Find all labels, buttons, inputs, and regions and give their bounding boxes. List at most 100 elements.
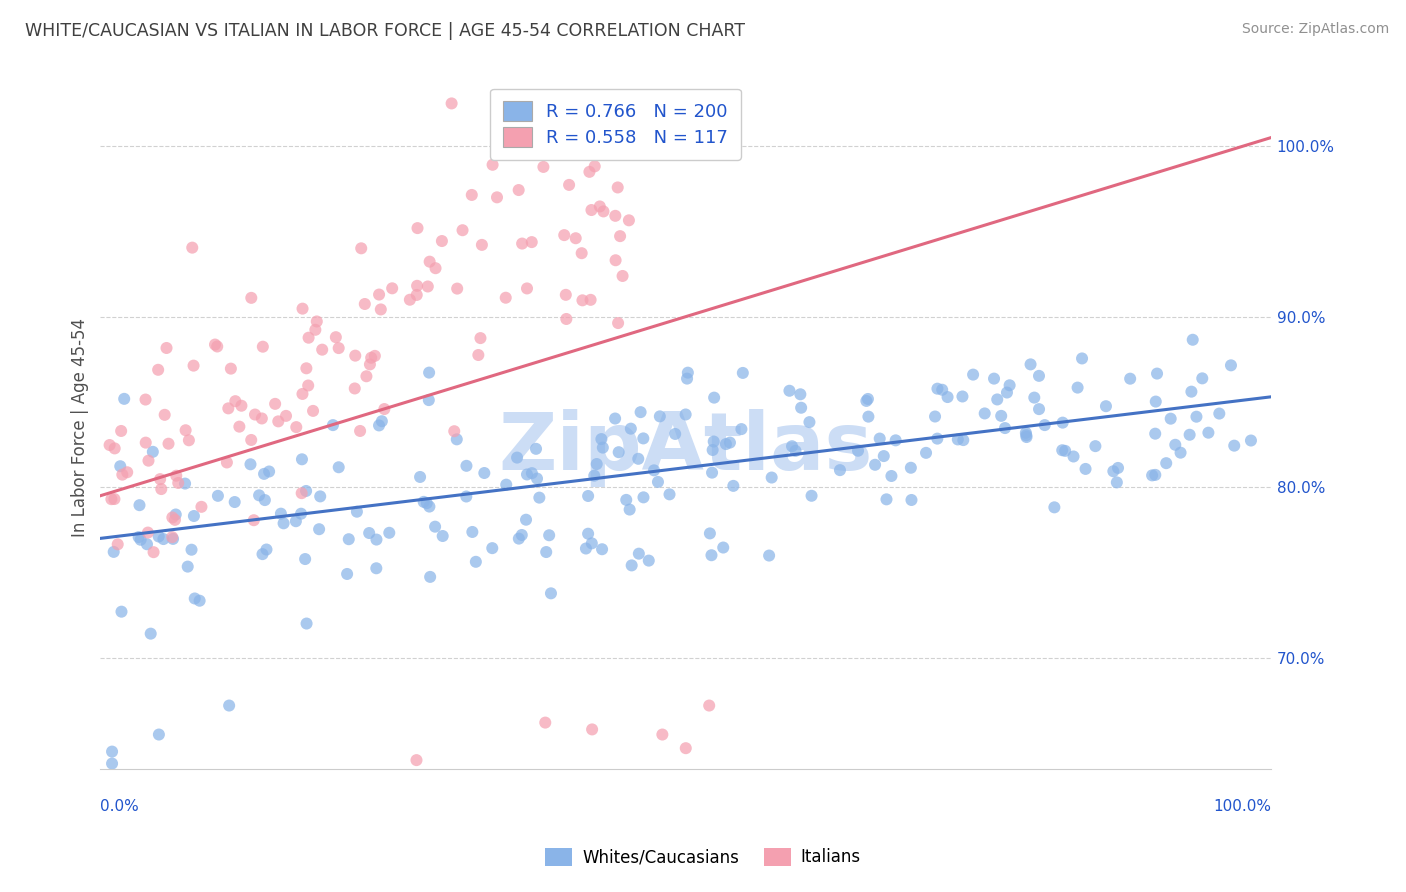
- Point: [785, 443, 807, 458]
- Point: [328, 460, 350, 475]
- Point: [973, 406, 995, 420]
- Point: [915, 446, 938, 460]
- Point: [273, 516, 295, 531]
- Point: [576, 126, 599, 140]
- Point: [148, 727, 170, 741]
- Point: [800, 489, 823, 503]
- Point: [516, 281, 538, 295]
- Point: [368, 418, 391, 433]
- Point: [578, 165, 600, 179]
- Point: [630, 405, 652, 419]
- Point: [256, 542, 278, 557]
- Point: [416, 279, 439, 293]
- Point: [239, 458, 262, 472]
- Point: [526, 471, 548, 485]
- Point: [714, 437, 737, 451]
- Point: [425, 261, 447, 276]
- Point: [658, 487, 681, 501]
- Point: [291, 486, 314, 500]
- Point: [160, 530, 183, 544]
- Point: [884, 434, 907, 448]
- Point: [1191, 371, 1213, 385]
- Point: [1074, 462, 1097, 476]
- Point: [585, 457, 607, 471]
- Point: [576, 489, 599, 503]
- Point: [510, 108, 533, 122]
- Point: [856, 392, 879, 406]
- Point: [994, 421, 1017, 435]
- Point: [155, 341, 177, 355]
- Point: [1084, 439, 1107, 453]
- Point: [703, 434, 725, 449]
- Point: [495, 477, 517, 491]
- Point: [274, 409, 297, 423]
- Point: [531, 160, 554, 174]
- Point: [900, 460, 922, 475]
- Point: [167, 475, 190, 490]
- Point: [485, 190, 508, 204]
- Point: [471, 238, 494, 252]
- Point: [1054, 443, 1077, 458]
- Point: [228, 419, 250, 434]
- Point: [240, 433, 263, 447]
- Point: [353, 297, 375, 311]
- Point: [419, 570, 441, 584]
- Point: [481, 541, 503, 556]
- Point: [257, 465, 280, 479]
- Point: [1105, 475, 1128, 490]
- Point: [135, 392, 157, 407]
- Point: [360, 351, 382, 365]
- Point: [267, 414, 290, 428]
- Point: [104, 442, 127, 456]
- Point: [456, 490, 478, 504]
- Point: [291, 301, 314, 316]
- Point: [592, 204, 614, 219]
- Point: [183, 508, 205, 523]
- Point: [111, 467, 134, 482]
- Point: [534, 545, 557, 559]
- Point: [1208, 407, 1230, 421]
- Point: [633, 431, 655, 445]
- Point: [180, 542, 202, 557]
- Point: [146, 363, 169, 377]
- Point: [936, 390, 959, 404]
- Point: [520, 466, 543, 480]
- Point: [1015, 425, 1038, 440]
- Point: [177, 434, 200, 448]
- Point: [605, 209, 627, 223]
- Point: [456, 458, 478, 473]
- Point: [675, 741, 697, 756]
- Point: [581, 536, 603, 550]
- Point: [110, 459, 132, 474]
- Point: [405, 288, 427, 302]
- Point: [506, 450, 529, 465]
- Point: [927, 432, 949, 446]
- Point: [101, 756, 124, 771]
- Point: [291, 387, 314, 401]
- Point: [336, 566, 359, 581]
- Point: [614, 492, 637, 507]
- Point: [579, 293, 602, 307]
- Point: [534, 715, 557, 730]
- Point: [1033, 418, 1056, 433]
- Point: [799, 415, 821, 429]
- Point: [373, 402, 395, 417]
- Point: [1220, 359, 1243, 373]
- Point: [538, 528, 561, 542]
- Text: ZipAtlas: ZipAtlas: [499, 409, 873, 487]
- Point: [224, 394, 246, 409]
- Point: [931, 383, 953, 397]
- Point: [343, 381, 366, 395]
- Point: [128, 498, 150, 512]
- Point: [481, 158, 503, 172]
- Point: [163, 513, 186, 527]
- Point: [576, 526, 599, 541]
- Point: [304, 323, 326, 337]
- Point: [664, 426, 686, 441]
- Point: [291, 452, 314, 467]
- Point: [115, 465, 138, 479]
- Point: [510, 528, 533, 542]
- Point: [515, 513, 537, 527]
- Point: [591, 542, 613, 557]
- Point: [418, 500, 440, 514]
